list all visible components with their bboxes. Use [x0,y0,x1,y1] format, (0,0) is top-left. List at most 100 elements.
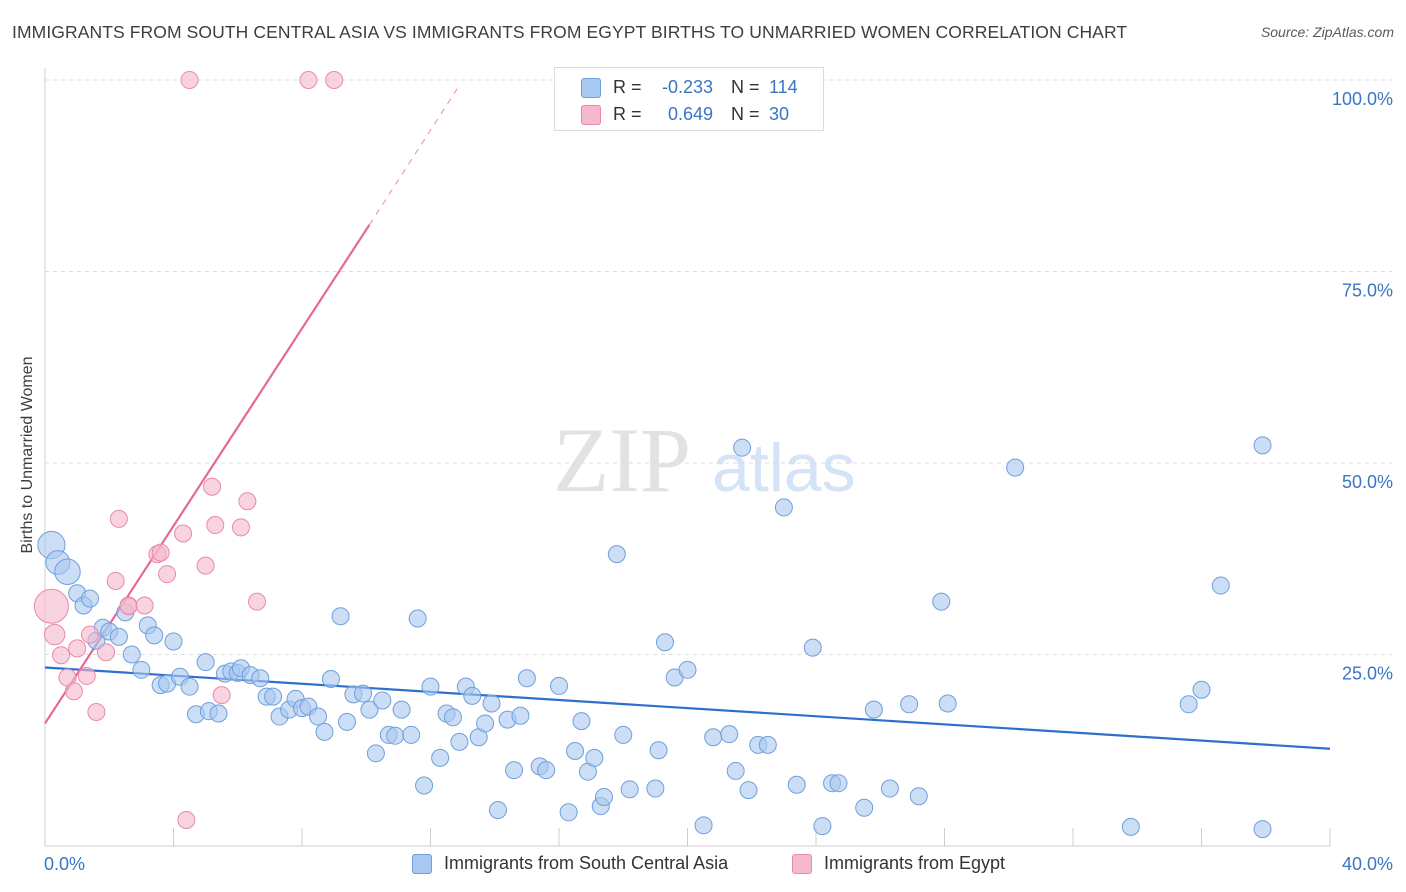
point-south-central-asia [80,589,99,608]
point-egypt [52,646,71,665]
n-value: 114 [769,77,798,97]
point-south-central-asia [559,803,578,822]
point-south-central-asia [813,817,832,836]
point-south-central-asia [145,626,164,645]
r-label: R = [613,104,642,124]
point-south-central-asia [122,645,141,664]
point-south-central-asia [704,728,723,747]
y-tick-label: 50.0% [1342,472,1393,492]
point-south-central-asia [132,660,151,679]
source-label: Source: ZipAtlas.com [1260,24,1394,40]
point-south-central-asia [309,707,328,726]
y-tick-label: 25.0% [1342,664,1393,684]
point-egypt [77,666,96,685]
point-egypt [212,686,231,705]
point-south-central-asia [594,787,613,806]
point-south-central-asia [431,748,450,767]
point-egypt [299,71,318,89]
point-egypt [231,518,250,537]
point-south-central-asia [386,726,405,745]
point-egypt [33,588,69,624]
stats-legend: R = -0.233 N = 114 R = 0.649 N = 30 [554,67,824,131]
point-south-central-asia [415,776,434,795]
stats-legend-row-pink: R = 0.649 N = 30 [555,100,823,128]
point-south-central-asia [585,748,604,767]
point-south-central-asia [1006,458,1025,477]
point-south-central-asia [566,742,585,761]
point-south-central-asia [164,632,183,651]
point-south-central-asia [209,704,228,723]
point-south-central-asia [511,706,530,725]
point-south-central-asia [408,609,427,628]
legend-swatch-blue [581,78,601,98]
point-egypt [238,492,257,511]
point-egypt [109,509,128,528]
axes [44,68,1331,847]
point-south-central-asia [720,725,739,744]
point-south-central-asia [607,545,626,564]
legend-label: Immigrants from South Central Asia [444,853,729,873]
point-south-central-asia [392,700,411,719]
point-egypt [203,477,222,496]
point-south-central-asia [938,694,957,713]
point-south-central-asia [196,653,215,672]
tick-labels: 25.0% 50.0% 75.0% 100.0% 0.0% 40.0% [44,89,1393,874]
y-axis-label: Births to Unmarried Women [19,356,36,554]
point-south-central-asia [315,722,334,741]
point-south-central-asia [880,779,899,798]
watermark-atlas: atlas [712,430,856,506]
point-egypt [64,682,83,701]
legend-swatch-pink [581,105,601,125]
point-south-central-asia [402,725,421,744]
point-south-central-asia [1253,436,1272,455]
point-south-central-asia [373,691,392,710]
point-south-central-asia [909,787,928,806]
point-south-central-asia [331,607,350,626]
y-axis-label-wrap: Births to Unmarried Women [16,330,40,580]
point-south-central-asia [1179,695,1198,714]
point-egypt [80,625,99,644]
point-south-central-asia [321,670,340,689]
watermark-zip: ZIP [553,409,691,511]
point-south-central-asia [829,774,848,793]
point-egypt [97,643,116,662]
point-egypt [135,596,154,615]
point-south-central-asia [488,800,507,819]
point-south-central-asia [1211,576,1230,595]
x-tick-label: 0.0% [44,854,85,874]
point-egypt [68,639,87,658]
point-south-central-asia [803,638,822,657]
point-south-central-asia [517,669,536,688]
point-south-central-asia [733,438,752,457]
point-south-central-asia [646,779,665,798]
y-tick-label: 100.0% [1332,89,1393,109]
point-south-central-asia [787,775,806,794]
point-south-central-asia [649,741,668,760]
point-south-central-asia [482,694,501,713]
point-south-central-asia [354,684,373,703]
point-south-central-asia [537,761,556,780]
point-egypt [180,71,199,89]
x-tick-label: 40.0% [1342,854,1393,874]
r-value: -0.233 [661,77,713,97]
point-south-central-asia [463,686,482,705]
point-south-central-asia [1121,817,1140,836]
data-points [33,71,1272,839]
point-egypt [106,571,125,590]
point-south-central-asia [758,735,777,754]
point-south-central-asia [360,700,379,719]
legend-swatch-pink [792,854,812,874]
point-south-central-asia [443,708,462,727]
n-value: 30 [769,104,790,124]
point-south-central-asia [1253,820,1272,839]
point-south-central-asia [855,798,874,817]
point-south-central-asia [421,677,440,696]
legend-item-egypt: Immigrants from Egypt [792,852,1052,876]
point-egypt [87,702,106,721]
point-south-central-asia [694,816,713,835]
point-south-central-asia [774,498,793,517]
point-south-central-asia [505,761,524,780]
point-egypt [177,810,196,829]
point-south-central-asia [251,669,270,688]
